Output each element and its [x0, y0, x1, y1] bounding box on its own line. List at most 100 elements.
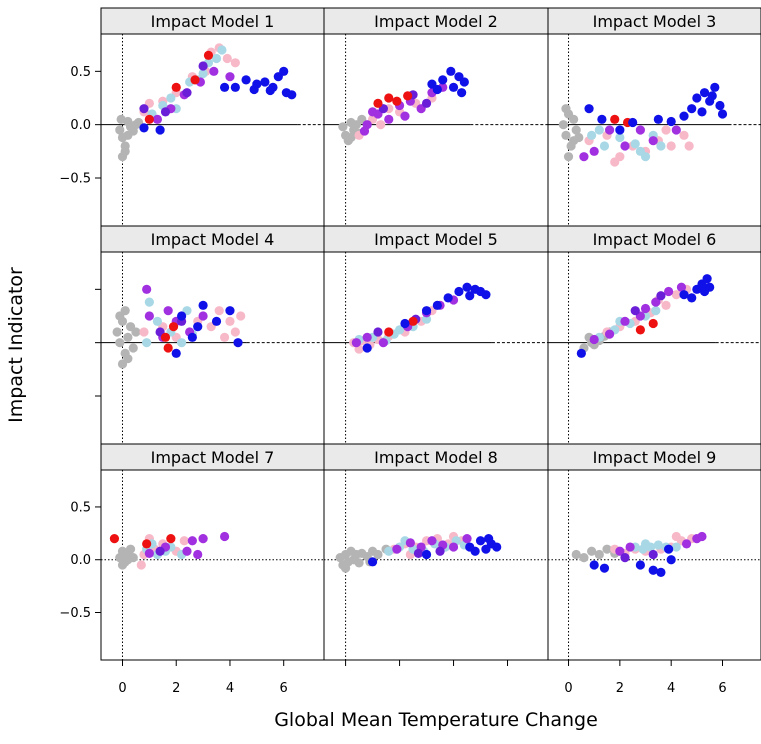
data-point [679, 130, 689, 140]
data-point [707, 91, 717, 101]
data-point [198, 68, 208, 79]
points [576, 274, 715, 358]
data-point [671, 125, 681, 135]
data-point [717, 109, 728, 119]
panel-3: Impact Model 3 [547, 7, 761, 227]
y-tick-label: −0.5 [59, 606, 91, 621]
data-point [373, 98, 383, 108]
y-tick-label: −0.5 [59, 172, 91, 187]
data-point [359, 126, 370, 136]
data-point [376, 120, 386, 130]
data-point [203, 50, 214, 60]
data-point [362, 332, 372, 342]
data-point [661, 300, 671, 310]
data-point [144, 297, 154, 307]
data-point [362, 343, 372, 353]
data-point [378, 338, 388, 348]
data-point [427, 536, 437, 546]
panel-title: Impact Model 9 [593, 448, 717, 467]
data-point [152, 316, 163, 326]
x-tick-label: 4 [667, 681, 675, 696]
data-point [384, 546, 394, 556]
data-point [589, 560, 599, 570]
data-point [155, 125, 165, 135]
data-point [209, 66, 219, 76]
data-point [648, 549, 658, 560]
panel-6: Impact Model 6 [547, 225, 761, 445]
data-point [671, 531, 681, 542]
data-point [640, 539, 651, 549]
data-point [699, 88, 710, 98]
panel-frame [547, 469, 761, 661]
panel-5: Impact Model 5 [323, 225, 549, 445]
data-point [656, 567, 666, 577]
data-point [219, 332, 230, 342]
data-point [225, 316, 235, 326]
data-point [561, 104, 571, 114]
data-point [392, 96, 402, 106]
points [558, 82, 728, 167]
data-point [241, 75, 251, 85]
data-point [351, 338, 361, 348]
data-point [193, 549, 203, 560]
data-point [594, 125, 604, 135]
x-axis-title: Global Mean Temperature Change [274, 709, 598, 731]
data-point [384, 327, 394, 337]
data-point [432, 300, 442, 310]
points [335, 531, 502, 573]
data-point [219, 531, 230, 542]
data-point [115, 338, 125, 348]
panel-strip [547, 443, 761, 471]
data-point [666, 555, 676, 565]
data-point [340, 563, 351, 573]
panel-title: Impact Model 5 [374, 230, 498, 249]
panel-strip [100, 443, 325, 471]
data-point [492, 542, 502, 552]
data-point [569, 114, 579, 124]
panel-title: Impact Model 1 [151, 12, 275, 31]
data-point [139, 123, 149, 133]
data-point [671, 290, 681, 300]
data-point [222, 53, 232, 64]
data-point [661, 125, 671, 135]
data-point [462, 282, 472, 292]
data-point [484, 534, 494, 544]
data-point [470, 546, 480, 556]
data-point [403, 91, 413, 101]
data-point [630, 306, 640, 316]
data-point [354, 558, 364, 568]
data-point [664, 286, 674, 297]
data-point [705, 282, 715, 292]
data-point [576, 348, 586, 358]
data-point [265, 85, 275, 96]
data-point [648, 318, 658, 329]
points [115, 43, 297, 162]
data-point [628, 117, 638, 128]
data-point [400, 318, 410, 329]
data-point [120, 306, 130, 316]
data-point [168, 322, 179, 332]
data-point [635, 325, 645, 335]
data-point [187, 536, 197, 546]
data-point [144, 548, 154, 558]
data-point [664, 544, 674, 554]
y-tick-label: 0.5 [70, 500, 91, 515]
data-point [338, 122, 348, 132]
data-point [715, 100, 725, 111]
panel-strip [100, 7, 325, 35]
data-point [198, 300, 208, 310]
data-point [656, 291, 666, 301]
data-point [400, 111, 410, 121]
y-tick-label: 0.0 [70, 553, 91, 568]
data-point [620, 316, 630, 326]
data-point [230, 327, 240, 337]
panel-strip [323, 7, 549, 35]
data-point [710, 82, 720, 92]
data-point [459, 77, 469, 87]
data-point [230, 82, 240, 92]
data-point [144, 311, 154, 321]
data-point [136, 560, 146, 570]
data-point [139, 327, 149, 337]
panel-2: Impact Model 2 [323, 7, 549, 227]
data-point [279, 66, 289, 76]
